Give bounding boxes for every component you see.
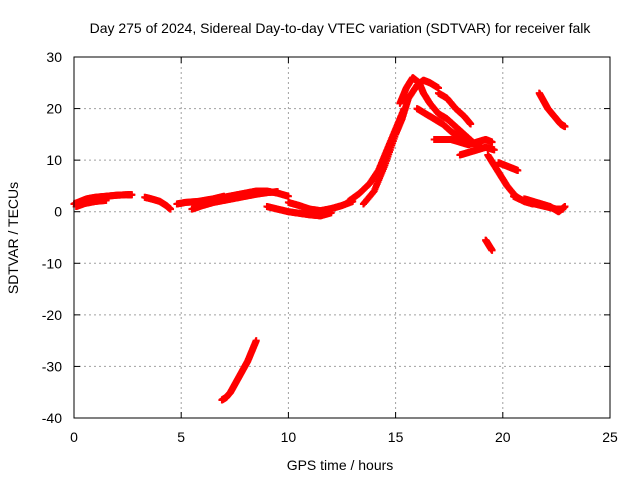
x-tick-label: 20 xyxy=(495,429,511,445)
chart-title: Day 275 of 2024, Sidereal Day-to-day VTE… xyxy=(90,20,592,36)
series-trace-main-early-low xyxy=(72,196,110,211)
y-tick-label: 20 xyxy=(46,101,62,117)
x-tick-label: 5 xyxy=(177,429,185,445)
series-trace-mid-b xyxy=(220,187,292,201)
data-point xyxy=(488,246,496,254)
series-trace-rise-13b xyxy=(359,115,406,208)
y-tick-label: 10 xyxy=(46,152,62,168)
series-trace-peak-b xyxy=(398,76,442,123)
series-trace-outlier-7 xyxy=(218,337,260,404)
series-trace-spike-19 xyxy=(482,236,496,254)
y-axis-title: SDTVAR / TECUs xyxy=(5,182,21,294)
series-trace-seg-20 xyxy=(495,159,522,174)
grid-lines xyxy=(74,57,610,418)
y-tick-label: 0 xyxy=(54,204,62,220)
x-tick-label: 25 xyxy=(602,429,618,445)
y-tick-label: -30 xyxy=(42,358,62,374)
series-trace-dip-11 xyxy=(284,197,357,215)
data-point xyxy=(561,123,569,131)
x-tick-label: 15 xyxy=(388,429,404,445)
y-tick-label: -40 xyxy=(42,410,62,426)
series-trace-tail-21b xyxy=(520,195,569,216)
data-point xyxy=(467,120,475,128)
plot-area-frame xyxy=(73,56,611,419)
y-tick-label: 30 xyxy=(46,49,62,65)
series-trace-flat-17 xyxy=(430,136,496,149)
series-trace-low-18 xyxy=(456,143,498,159)
series-trace-late-22 xyxy=(535,89,569,131)
data-point xyxy=(561,203,569,211)
series-trace-fall-b xyxy=(434,89,475,128)
y-tick-label: -20 xyxy=(42,307,62,323)
series-trace-dip-4 xyxy=(141,193,174,213)
data-point xyxy=(514,166,522,174)
y-tick-label: -10 xyxy=(42,255,62,271)
data-point xyxy=(252,337,260,345)
data-point xyxy=(488,138,496,146)
x-tick-label: 0 xyxy=(70,429,78,445)
data-point xyxy=(128,191,136,199)
data-point xyxy=(284,192,292,200)
data-point xyxy=(490,146,498,154)
x-tick-label: 10 xyxy=(281,429,297,445)
data-point xyxy=(166,205,174,213)
x-axis-title: GPS time / hours xyxy=(287,457,394,473)
data-points xyxy=(70,74,569,404)
data-point xyxy=(102,196,110,204)
